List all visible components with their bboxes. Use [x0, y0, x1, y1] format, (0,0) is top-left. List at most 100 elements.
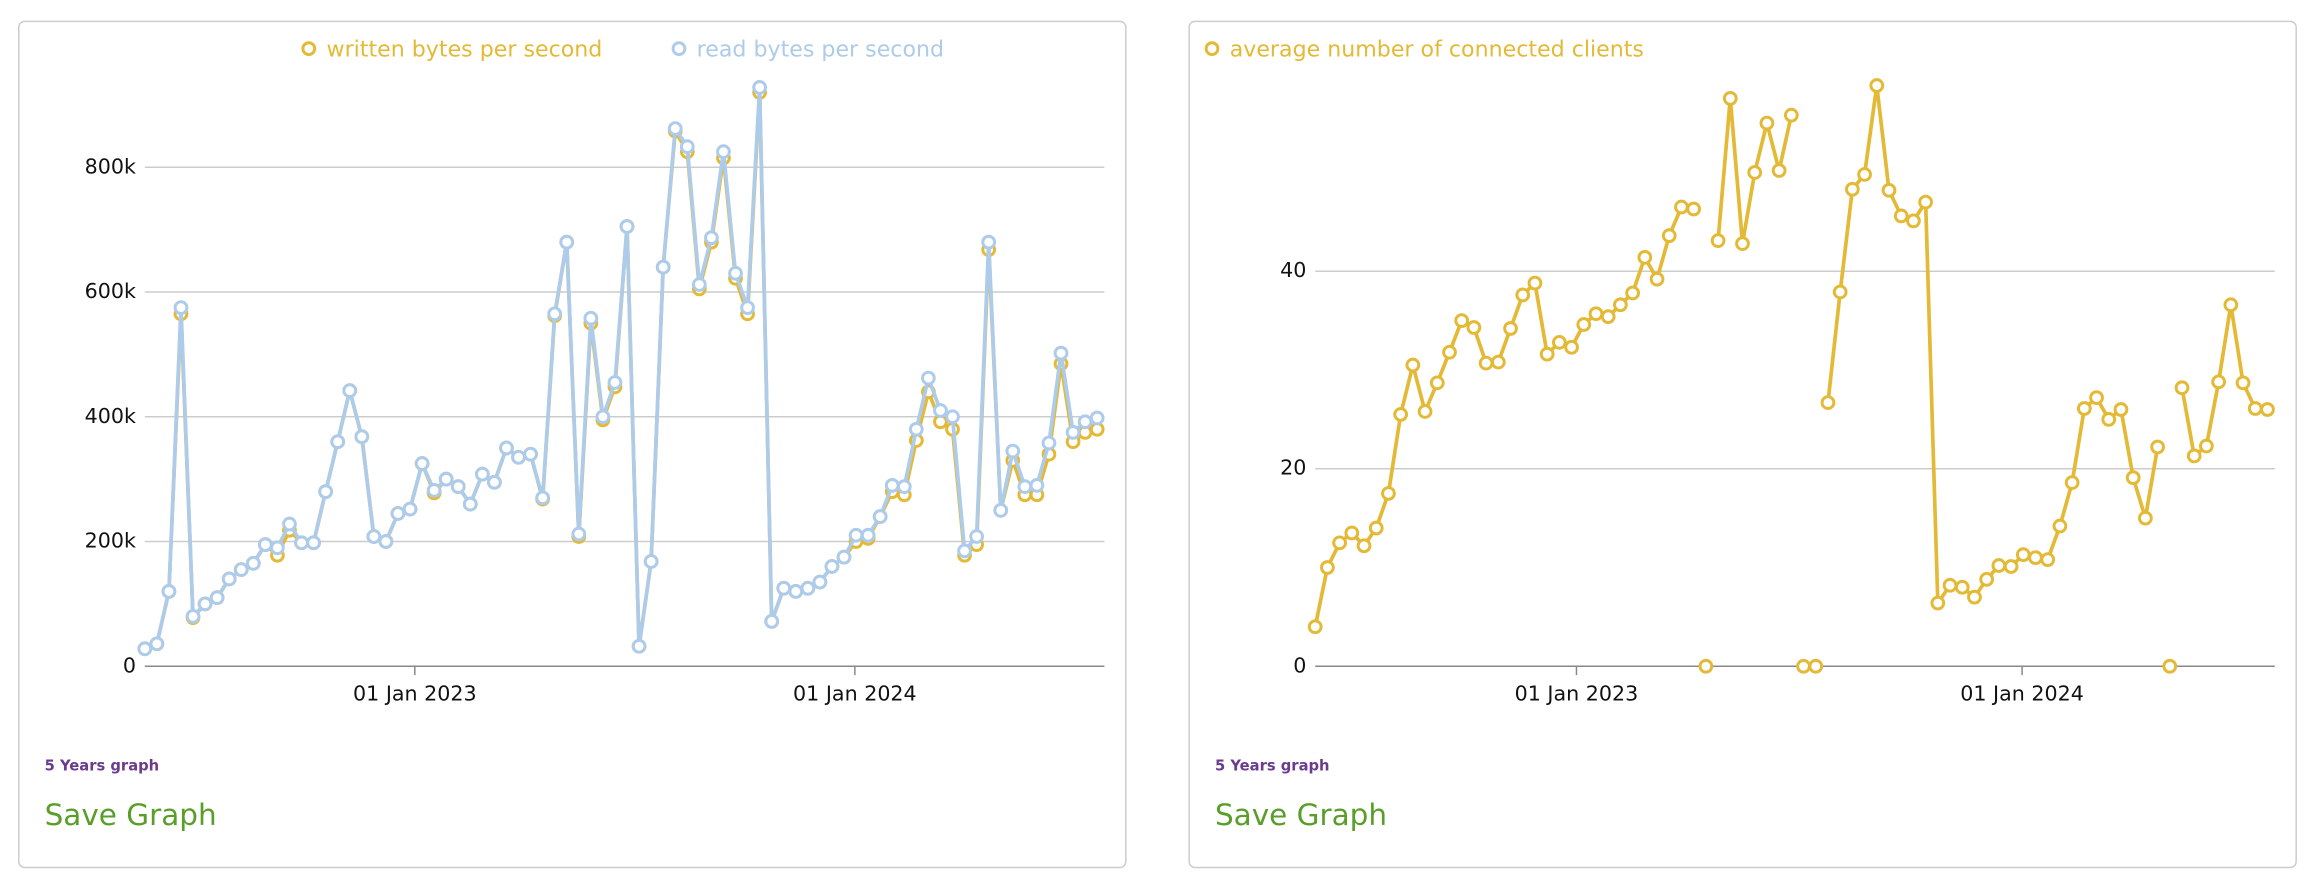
data-point: [2125, 470, 2141, 486]
save-graph-button[interactable]: Save Graph: [1215, 798, 1387, 832]
data-point: [414, 456, 430, 471]
data-point: [2199, 438, 2214, 454]
data-point: [993, 502, 1009, 518]
data-point: [1320, 560, 1335, 575]
data-point: [197, 596, 213, 612]
data-point: [1674, 199, 1689, 215]
data-point: [896, 479, 912, 494]
legend-label: read bytes per second: [697, 37, 944, 63]
data-point: [860, 527, 876, 543]
data-point: [872, 509, 888, 524]
data-point: [2113, 402, 2129, 417]
data-point: [1808, 658, 1824, 674]
data-point: [679, 139, 695, 155]
data-point: [2089, 390, 2104, 406]
data-point: [1077, 414, 1093, 430]
data-point: [1307, 619, 1323, 635]
data-point: [1381, 486, 1396, 501]
data-point: [800, 580, 816, 596]
y-tick-label: 600k: [85, 279, 136, 303]
data-point: [740, 300, 755, 315]
data-point: [1686, 201, 1702, 217]
data-point: [1344, 525, 1360, 541]
x-tick-label: 01 Jan 2024: [1960, 681, 2084, 705]
caption: 5 Years graph: [1215, 757, 1330, 774]
data-point: [2150, 439, 2165, 455]
data-point: [619, 219, 635, 234]
data-point: [1930, 595, 1946, 611]
data-point: [1490, 354, 1506, 370]
data-point: [812, 574, 828, 590]
data-point: [836, 549, 852, 565]
data-point: [1442, 344, 1457, 360]
data-point: [1954, 579, 1970, 595]
y-tick-label: 200k: [85, 529, 136, 553]
x-tick-label: 01 Jan 2024: [793, 681, 917, 705]
data-point: [848, 527, 864, 543]
data-point: [1918, 194, 1933, 210]
data-point: [233, 562, 249, 577]
data-point: [921, 370, 936, 386]
y-tick-label: 800k: [85, 154, 136, 178]
data-point: [1332, 535, 1347, 551]
data-point: [1747, 165, 1763, 180]
data-point: [1515, 287, 1531, 303]
data-point: [474, 466, 490, 482]
data-point: [788, 584, 804, 599]
caption: 5 Years graph: [45, 757, 160, 774]
data-point: [185, 608, 201, 624]
data-point: [595, 409, 611, 425]
data-point: [402, 501, 418, 517]
data-point: [1588, 306, 1604, 322]
y-tick-label: 0: [123, 653, 136, 677]
data-point: [655, 259, 671, 275]
data-point: [969, 529, 984, 544]
data-point: [1661, 228, 1677, 244]
data-point: [2260, 402, 2275, 417]
legend-marker: [301, 41, 317, 57]
data-point: [354, 429, 370, 445]
data-point: [1820, 395, 1836, 410]
data-point: [2174, 380, 2190, 396]
legend-marker: [671, 41, 687, 57]
data-point: [2015, 547, 2031, 563]
data-point: [571, 526, 587, 542]
data-point: [511, 449, 526, 465]
data-point: [1649, 271, 1665, 287]
data-point: [245, 555, 261, 571]
data-point: [173, 300, 189, 315]
data-point: [1429, 375, 1445, 391]
data-point: [957, 543, 972, 559]
data-point: [523, 446, 538, 462]
data-point: [1698, 658, 1714, 674]
data-point: [1735, 236, 1750, 251]
data-point: [342, 383, 358, 398]
data-point: [1613, 297, 1628, 313]
data-point: [306, 535, 321, 551]
data-point: [1783, 107, 1799, 123]
data-point: [209, 590, 225, 606]
data-point: [728, 265, 743, 281]
data-point: [704, 230, 719, 246]
y-tick-label: 40: [1280, 258, 1306, 282]
save-graph-button[interactable]: Save Graph: [45, 798, 217, 832]
data-point: [462, 496, 478, 512]
data-point: [2052, 518, 2068, 534]
data-point: [149, 636, 165, 652]
data-point: [1832, 284, 1848, 300]
legend-label: average number of connected clients: [1230, 37, 1644, 63]
data-point: [559, 234, 575, 250]
data-point: [1967, 589, 1982, 605]
data-point: [161, 584, 177, 599]
data-point: [631, 638, 647, 654]
data-point: [1576, 317, 1592, 332]
data-point: [2138, 510, 2153, 526]
data-point: [378, 534, 394, 549]
data-point: [824, 559, 840, 574]
data-point: [667, 121, 683, 136]
panel: [18, 20, 1127, 869]
data-point: [1722, 91, 1738, 106]
data-point: [945, 409, 960, 425]
data-point: [450, 479, 466, 494]
